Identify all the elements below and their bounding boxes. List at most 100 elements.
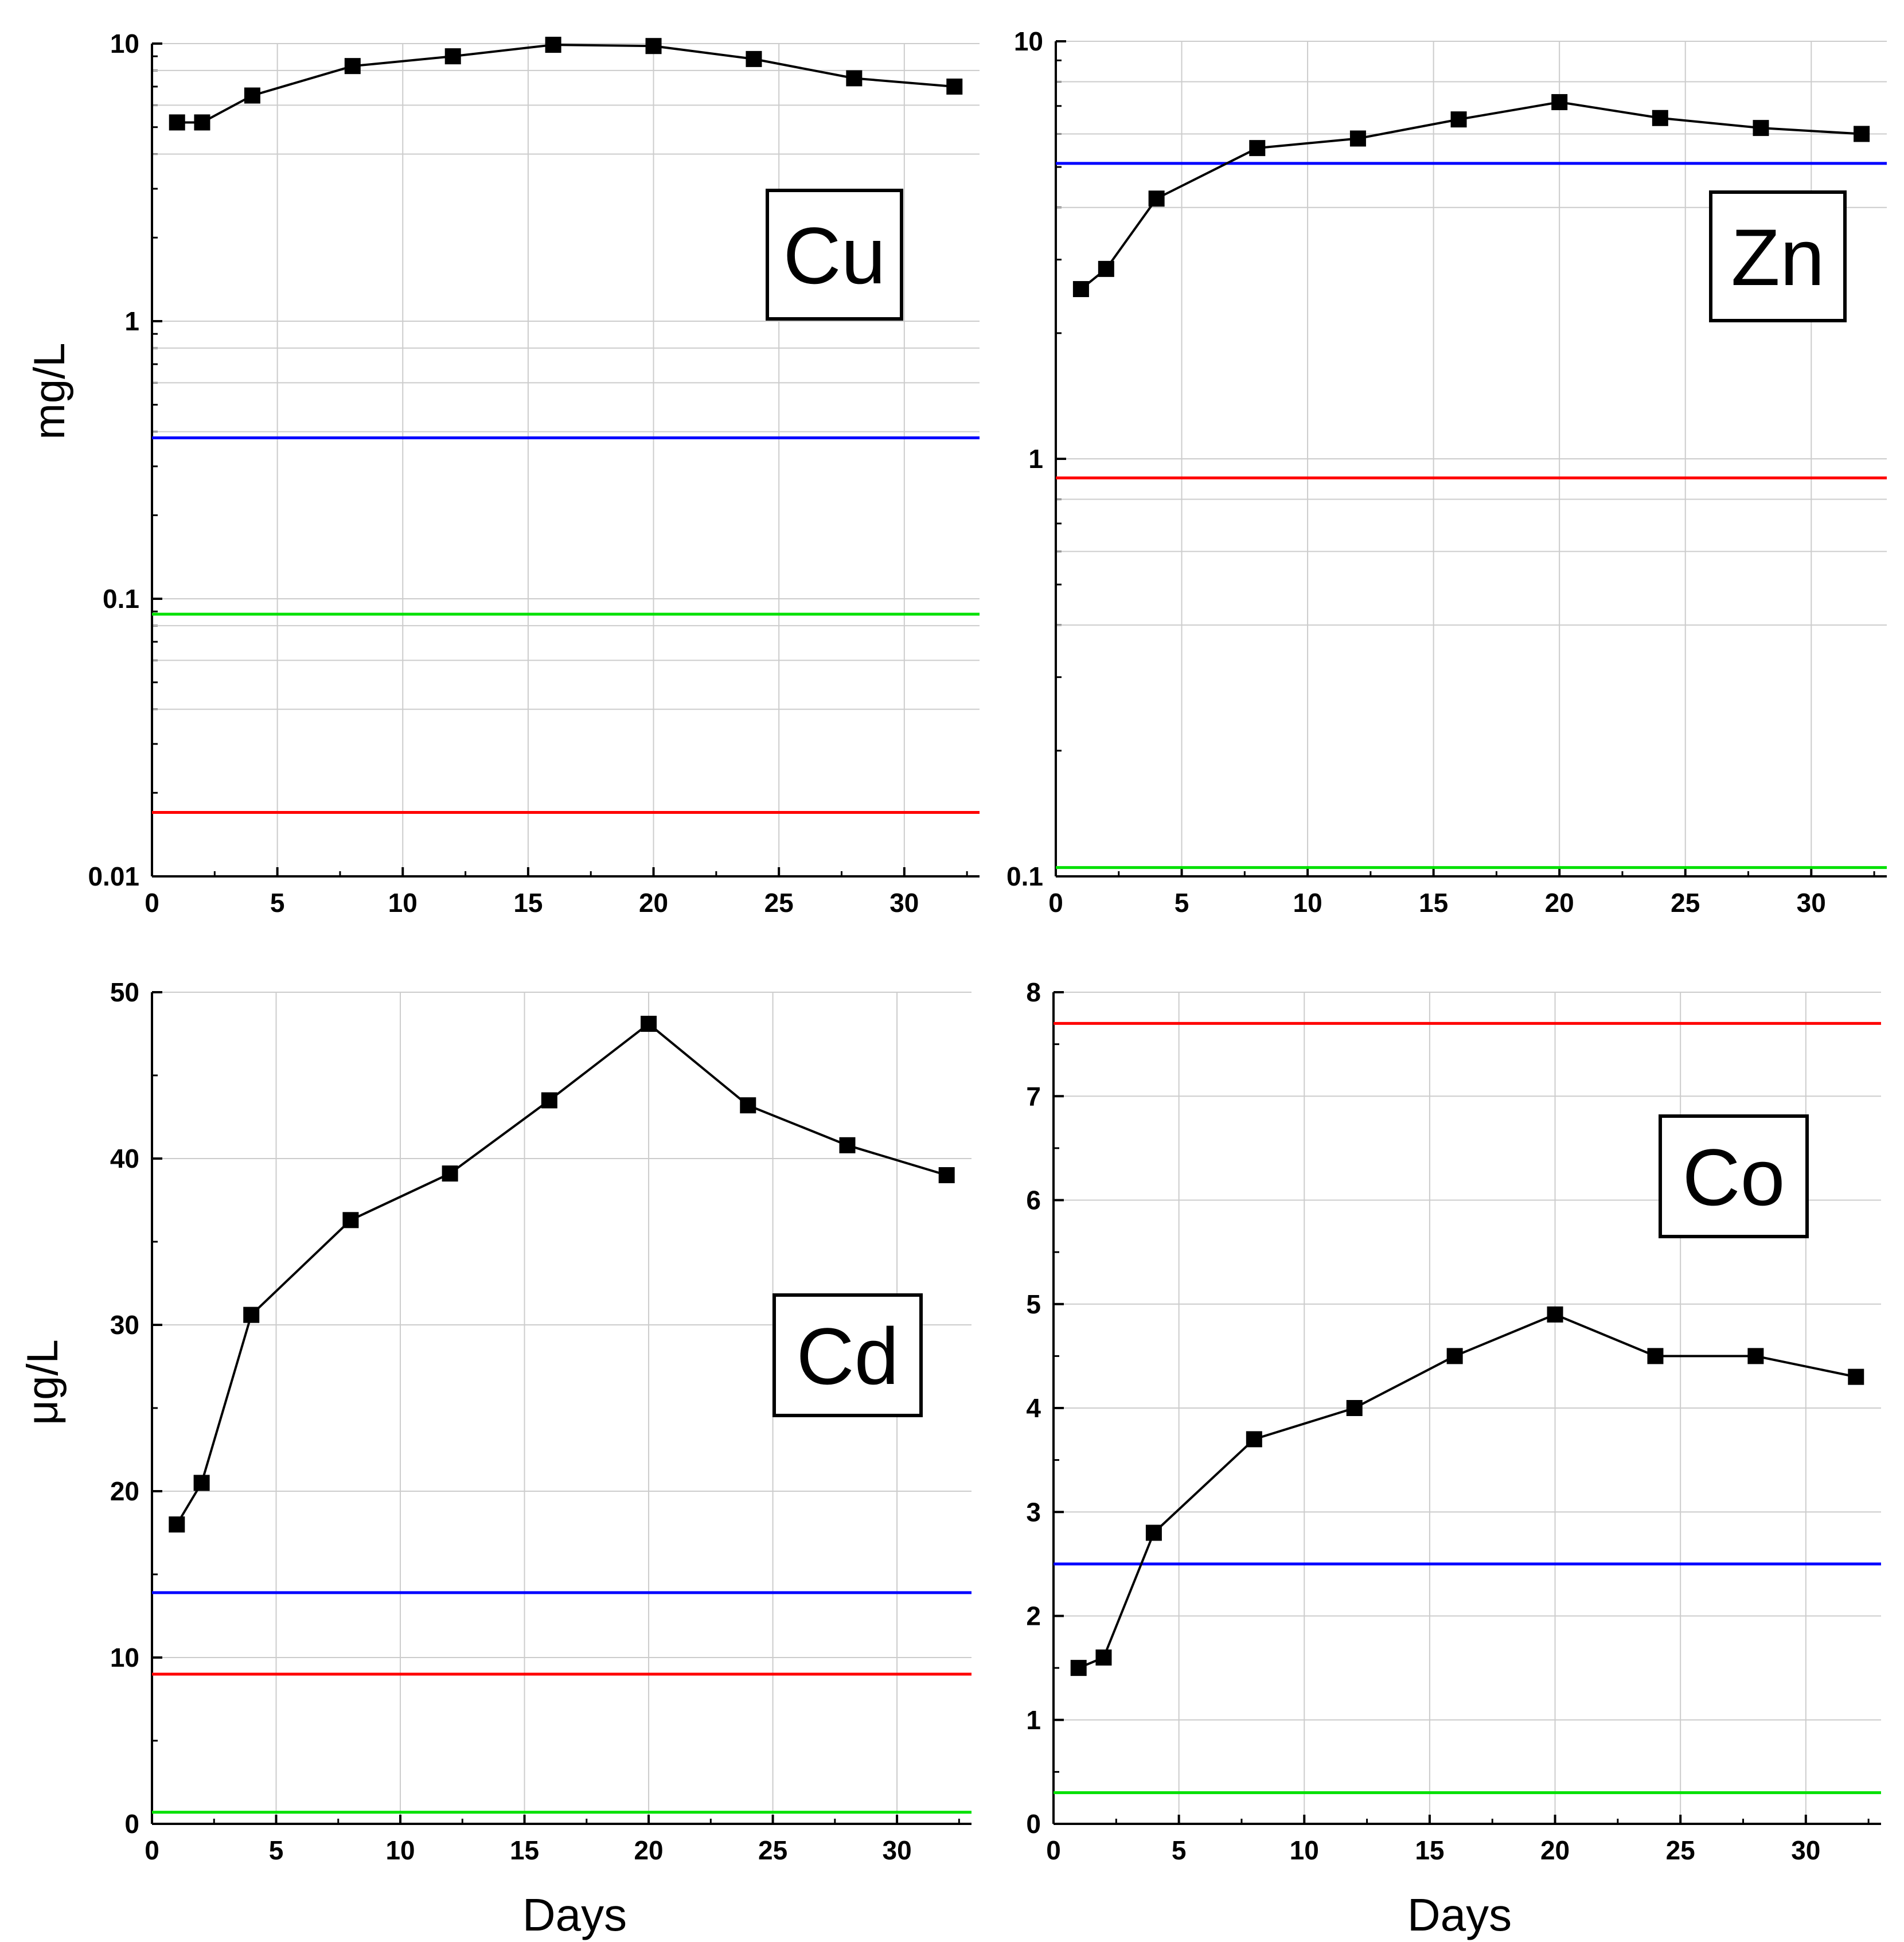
panel-zn-title: Zn [1731, 212, 1824, 302]
x-axis-label-days-left: Days [522, 1889, 627, 1940]
panel-cd-title-box [772, 1293, 923, 1417]
zn-data-point [1249, 140, 1266, 157]
co-xtick-label: 25 [1666, 1835, 1695, 1865]
co-ytick-label: 5 [1026, 1289, 1041, 1319]
co-data-point [1446, 1348, 1463, 1364]
cd-xtick-label: 20 [634, 1835, 663, 1865]
panel-co: 0 5 10 15 20 25 30 0 1 2 3 4 5 6 7 8 [1026, 977, 1881, 1865]
co-xtick-label: 5 [1172, 1835, 1187, 1865]
co-data-point [1145, 1524, 1162, 1541]
co-data-point [1346, 1400, 1363, 1416]
zn-series-line [1080, 101, 1862, 290]
co-xtick-label: 0 [1046, 1835, 1061, 1865]
zn-xtick-label: 5 [1175, 888, 1189, 918]
zn-ytick-label: 10 [1014, 26, 1043, 56]
cd-series-line [175, 1022, 947, 1526]
zn-xtick-label: 25 [1671, 888, 1700, 918]
zn-data-point [1349, 130, 1366, 147]
zn-xtick-label: 10 [1293, 888, 1322, 918]
co-ytick-label: 6 [1026, 1186, 1041, 1215]
y-axis-label-ug: μg/L [18, 1339, 67, 1425]
zn-data-point [1072, 281, 1089, 298]
zn-data-point [1148, 190, 1165, 207]
co-data-point [1547, 1306, 1563, 1323]
co-data-point [1070, 1660, 1087, 1676]
zn-data-point [1753, 120, 1769, 137]
cd-data-point [839, 1137, 856, 1153]
panel-co-title-box [1659, 1114, 1809, 1238]
cd-data-point [740, 1097, 756, 1114]
cu-xtick-label: 10 [388, 888, 418, 918]
cd-xtick-label: 5 [269, 1835, 284, 1865]
cu-data-point [344, 58, 361, 75]
zn-xtick-label: 30 [1797, 888, 1826, 918]
co-ytick-label: 1 [1026, 1705, 1041, 1735]
cd-ytick-label: 50 [110, 977, 139, 1007]
zn-data-point [1098, 260, 1114, 277]
cd-ytick-label: 30 [110, 1310, 139, 1340]
cu-ytick-label: 1 [124, 306, 139, 336]
cu-series-line [177, 44, 955, 124]
co-data-point [1647, 1348, 1664, 1364]
y-axis-label-mg: mg/L [25, 343, 74, 440]
cd-data-point [641, 1016, 657, 1032]
zn-ytick-label: 0.1 [1006, 861, 1043, 891]
panel-cu-title: Cu [783, 210, 886, 301]
cd-ytick-label: 0 [124, 1809, 139, 1839]
cd-xtick-label: 30 [883, 1835, 912, 1865]
cu-data-point [645, 38, 662, 54]
co-ytick-label: 0 [1026, 1809, 1041, 1839]
cu-xtick-label: 5 [270, 888, 285, 918]
cu-data-point [444, 48, 461, 65]
cu-data-point [244, 87, 260, 104]
cd-xtick-label: 10 [385, 1835, 415, 1865]
cd-data-point [342, 1212, 359, 1229]
panel-cu: 0 5 10 15 20 25 30 0.01 0.1 1 10 [88, 29, 980, 918]
cd-data-point [169, 1516, 185, 1532]
cu-xtick-label: 30 [889, 888, 919, 918]
co-ytick-label: 2 [1026, 1601, 1041, 1631]
panel-cd-title: Cd [797, 1311, 899, 1401]
cu-data-point [946, 78, 963, 95]
cd-ytick-label: 40 [110, 1144, 139, 1173]
cu-ytick-label: 0.01 [88, 861, 139, 891]
zn-xtick-label: 0 [1048, 888, 1063, 918]
cu-xtick-label: 15 [513, 888, 543, 918]
zn-data-point [1854, 126, 1870, 142]
co-ytick-label: 7 [1026, 1081, 1041, 1111]
co-xtick-label: 15 [1415, 1835, 1444, 1865]
cd-data-point [541, 1092, 557, 1109]
cd-xtick-label: 15 [510, 1835, 539, 1865]
zn-xtick-label: 20 [1545, 888, 1574, 918]
cu-data-point [545, 37, 561, 53]
cd-data-point [243, 1307, 260, 1323]
cu-data-point [846, 70, 863, 87]
co-ytick-label: 8 [1026, 977, 1041, 1007]
panel-zn-title-box [1709, 190, 1847, 322]
co-ytick-label: 3 [1026, 1497, 1041, 1527]
cu-ytick-label: 0.1 [103, 584, 139, 614]
co-xtick-label: 20 [1540, 1835, 1570, 1865]
panel-cd: 0 5 10 15 20 25 30 0 10 20 30 40 50 [110, 977, 971, 1865]
cd-xtick-label: 25 [758, 1835, 787, 1865]
zn-data-point [1450, 111, 1467, 128]
zn-data-point [1652, 110, 1668, 126]
cd-ytick-label: 20 [110, 1476, 139, 1506]
co-xtick-label: 10 [1290, 1835, 1319, 1865]
cu-data-point [169, 114, 185, 131]
cu-xtick-label: 25 [764, 888, 794, 918]
zn-xtick-label: 15 [1419, 888, 1448, 918]
cd-xtick-label: 0 [145, 1835, 159, 1865]
co-ytick-label: 4 [1026, 1393, 1041, 1423]
cu-data-point [746, 50, 762, 67]
zn-ytick-label: 1 [1028, 444, 1043, 474]
cd-data-point [442, 1165, 458, 1182]
co-data-point [1848, 1368, 1864, 1385]
panel-zn: 0 5 10 15 20 25 30 0.1 1 10 [1006, 26, 1887, 918]
cd-ytick-label: 10 [110, 1643, 139, 1672]
cu-xtick-label: 0 [145, 888, 159, 918]
zn-data-point [1551, 94, 1568, 111]
cu-data-point [194, 114, 210, 131]
cu-ytick-label: 10 [110, 29, 139, 59]
